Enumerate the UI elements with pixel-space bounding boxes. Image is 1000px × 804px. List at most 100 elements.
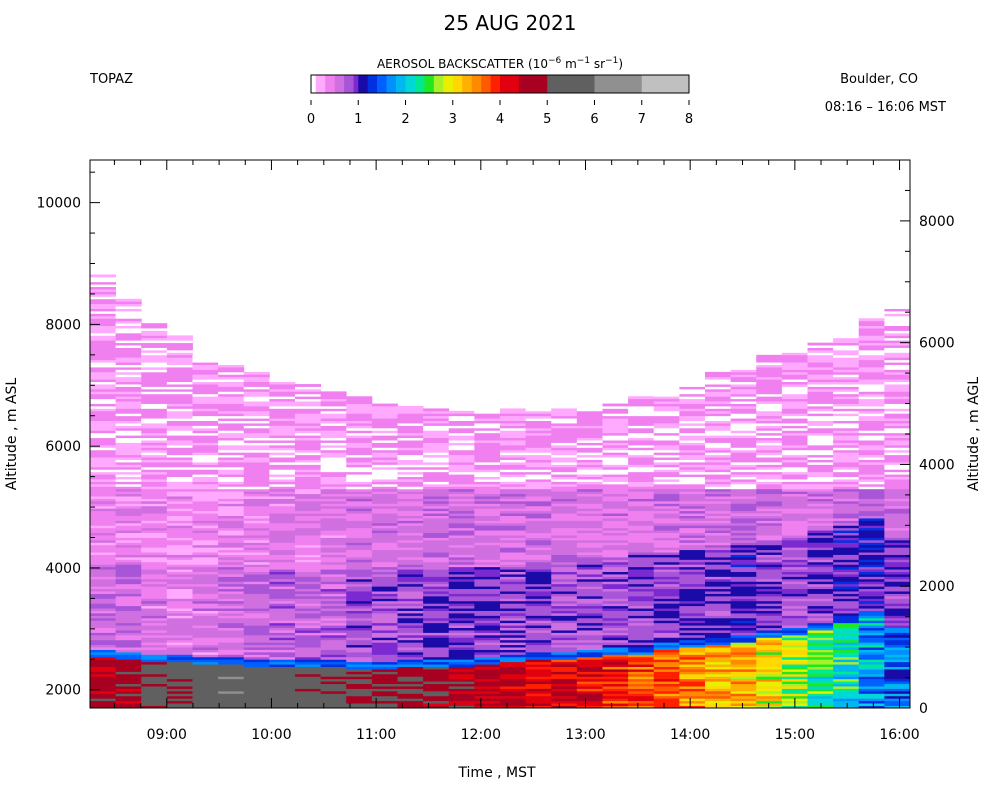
heatmap-cell: [500, 474, 527, 478]
heatmap-cell: [141, 437, 168, 441]
heatmap-cell: [833, 671, 860, 675]
heatmap-cell: [576, 444, 603, 448]
heatmap-cell: [884, 683, 911, 687]
y-right-tick-label: 4000: [919, 457, 955, 473]
heatmap-cell: [474, 544, 501, 548]
heatmap-cell: [807, 659, 834, 663]
heatmap-cell: [448, 659, 475, 663]
heatmap-cell: [705, 381, 732, 385]
heatmap-cell: [320, 447, 347, 451]
heatmap-cell: [90, 493, 117, 497]
heatmap-cell: [884, 447, 911, 451]
heatmap-cell: [115, 630, 142, 633]
colorbar-tick-label: 0: [307, 112, 315, 127]
heatmap-cell: [269, 520, 296, 524]
heatmap-cell: [705, 695, 732, 699]
heatmap-cell: [551, 469, 578, 473]
heatmap-cell: [90, 591, 117, 594]
heatmap-cell: [705, 432, 732, 436]
heatmap-cell: [781, 678, 808, 682]
heatmap-cell: [90, 647, 117, 650]
heatmap-cell: [397, 620, 424, 624]
heatmap-cell: [90, 488, 117, 492]
heatmap-cell: [500, 481, 527, 485]
heatmap-cell: [551, 615, 578, 619]
heatmap-cell: [397, 566, 424, 570]
heatmap-cell: [628, 488, 655, 492]
heatmap-cell: [423, 552, 450, 555]
heatmap-cell: [628, 425, 655, 429]
heatmap-cell: [858, 442, 885, 446]
heatmap-cell: [295, 522, 322, 526]
heatmap-cell: [218, 384, 245, 387]
heatmap-cell: [320, 457, 347, 460]
heatmap-cell: [807, 466, 834, 470]
heatmap-cell: [756, 632, 783, 636]
heatmap-cell: [628, 661, 655, 665]
heatmap-cell: [115, 581, 142, 585]
heatmap-cell: [525, 661, 552, 665]
heatmap-cell: [705, 535, 732, 538]
heatmap-cell: [807, 683, 834, 687]
heatmap-cell: [833, 695, 860, 699]
heatmap-cell: [166, 413, 193, 417]
heatmap-cell: [884, 466, 911, 470]
heatmap-cell: [295, 535, 322, 538]
heatmap-cell: [525, 613, 552, 616]
heatmap-cell: [166, 498, 193, 502]
heatmap-cell: [679, 430, 706, 434]
heatmap-cell: [397, 630, 424, 633]
heatmap-cell: [679, 447, 706, 451]
heatmap-cell: [243, 466, 270, 470]
heatmap-cell: [90, 600, 117, 604]
heatmap-cell: [781, 401, 808, 404]
heatmap-cell: [858, 444, 885, 448]
heatmap-cell: [756, 532, 783, 536]
heatmap-cell: [243, 608, 270, 611]
heatmap-cell: [218, 442, 245, 446]
heatmap-cell: [192, 542, 219, 546]
heatmap-cell: [628, 615, 655, 619]
heatmap-cell: [730, 554, 757, 558]
heatmap-cell: [90, 413, 117, 417]
heatmap-cell: [705, 544, 732, 548]
heatmap-cell: [705, 552, 732, 555]
heatmap-cell: [269, 637, 296, 641]
heatmap-cell: [166, 622, 193, 626]
heatmap-cell: [295, 462, 322, 465]
heatmap-cell: [858, 427, 885, 431]
heatmap-cell: [166, 398, 193, 402]
heatmap-cell: [166, 405, 193, 409]
heatmap-cell: [371, 423, 398, 426]
heatmap-cell: [269, 440, 296, 443]
heatmap-cell: [192, 525, 219, 529]
heatmap-cell: [679, 559, 706, 563]
heatmap-cell: [423, 666, 450, 670]
heatmap-cell: [192, 556, 219, 560]
heatmap-cell: [448, 688, 475, 692]
heatmap-cell: [781, 464, 808, 468]
heatmap-cell: [243, 605, 270, 609]
heatmap-cell: [218, 656, 245, 660]
heatmap-cell: [397, 481, 424, 485]
heatmap-cell: [602, 595, 629, 599]
heatmap-cell: [858, 705, 885, 709]
heatmap-cell: [756, 552, 783, 555]
heatmap-cell: [628, 469, 655, 473]
heatmap-cell: [500, 625, 527, 629]
heatmap-cell: [166, 613, 193, 616]
heatmap-cell: [192, 683, 219, 687]
heatmap-cell: [346, 569, 373, 573]
heatmap-cell: [807, 537, 834, 541]
heatmap-cell: [807, 617, 834, 621]
heatmap-cell: [884, 642, 911, 646]
heatmap-cell: [397, 471, 424, 475]
heatmap-cell: [807, 503, 834, 507]
heatmap-cell: [628, 688, 655, 692]
heatmap-cell: [423, 603, 450, 607]
heatmap-cell: [576, 432, 603, 436]
heatmap-cell: [423, 705, 450, 709]
heatmap-cell: [884, 676, 911, 680]
heatmap-cell: [166, 683, 193, 687]
heatmap-cell: [269, 659, 296, 663]
